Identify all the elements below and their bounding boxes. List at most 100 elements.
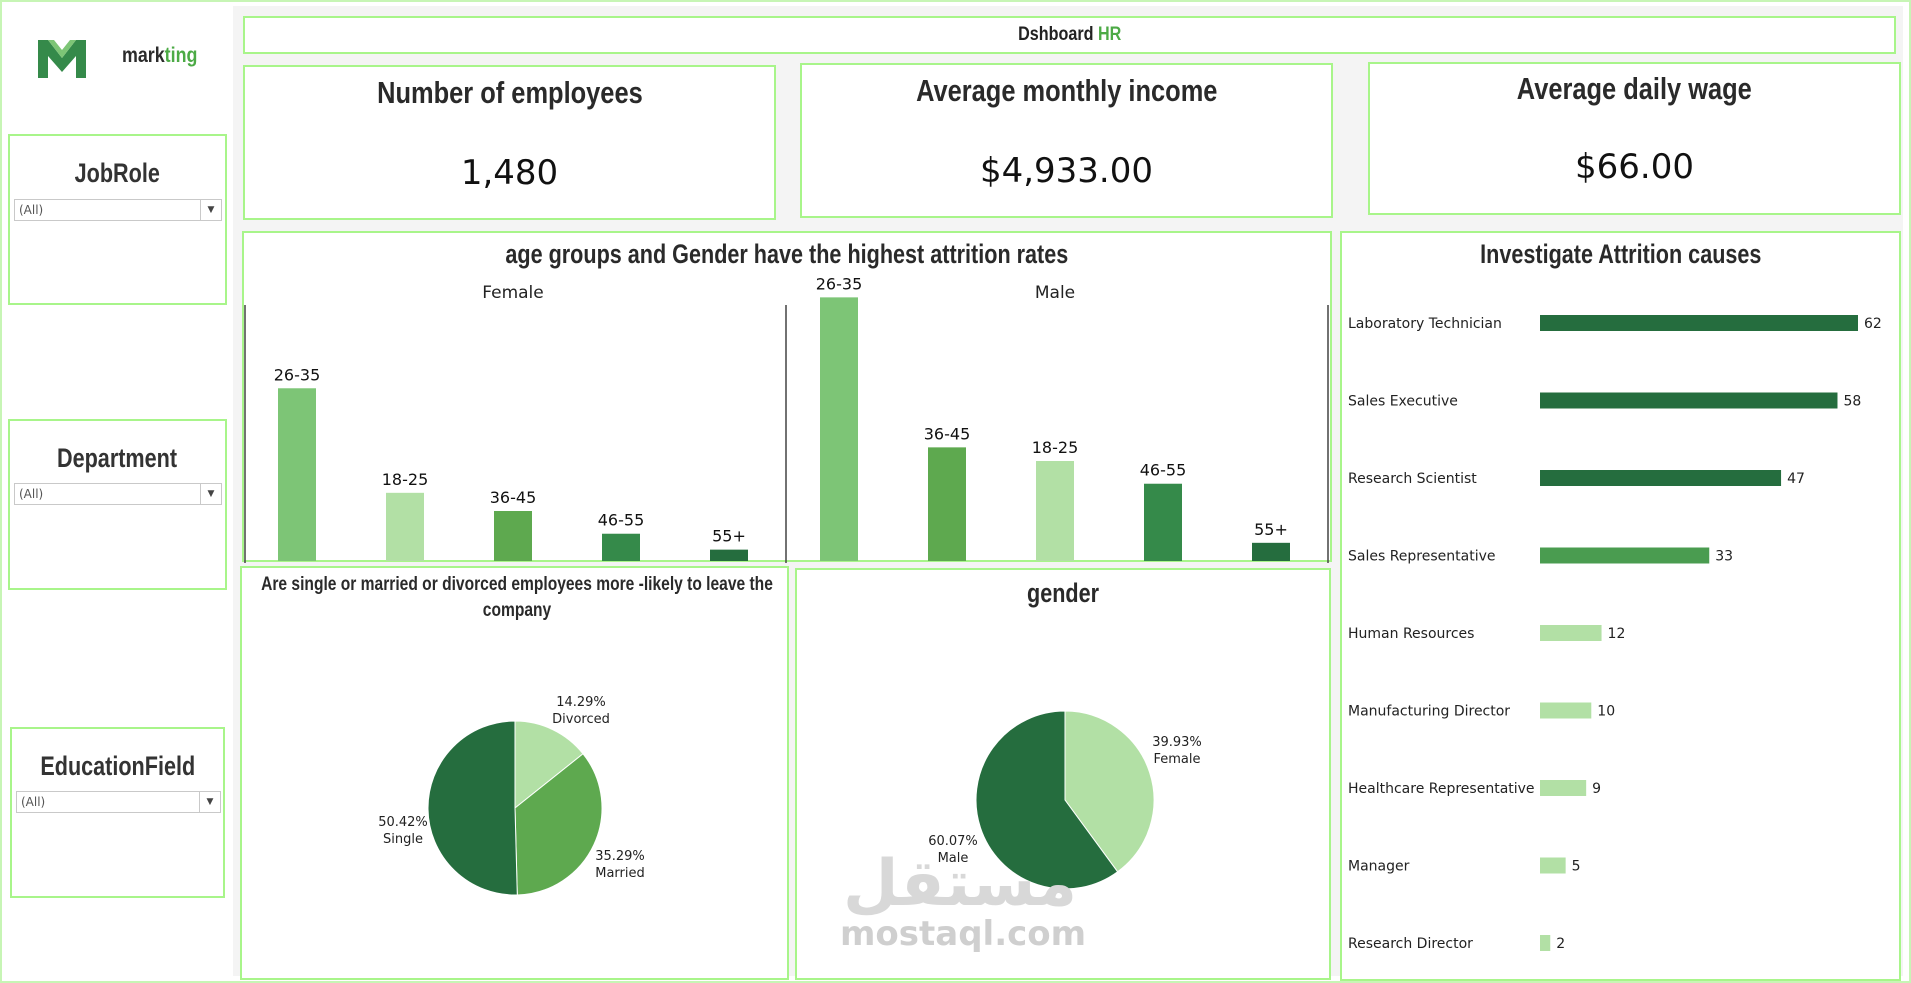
slice-label: Married xyxy=(595,866,645,881)
bar-label: 46-55 xyxy=(598,511,645,530)
category-label: Research Director xyxy=(1348,936,1473,952)
chevron-down-icon: ▼ xyxy=(199,792,220,812)
jobrole-dropdown[interactable]: (All) ▼ xyxy=(14,199,222,221)
age-gender-plot: Female 26-35 18-25 36-45 46-55 55+ Male 26-35 36… xyxy=(244,274,1329,563)
marital-pie: 14.29% Divorced 35.29% Married 50.42% Single xyxy=(378,695,645,896)
slice-label: Single xyxy=(383,832,423,847)
bar xyxy=(602,533,640,561)
chevron-down-icon: ▼ xyxy=(200,484,221,504)
value-label: 62 xyxy=(1864,316,1882,332)
pie-slice xyxy=(427,720,518,896)
chart-title: age groups and Gender have the highest a… xyxy=(505,239,1069,269)
bar-label: 36-45 xyxy=(924,424,971,443)
kpi-title: Number of employees xyxy=(376,75,643,110)
bar xyxy=(1144,483,1182,561)
educationfield-dropdown[interactable]: (All) ▼ xyxy=(16,791,221,813)
pie-slice xyxy=(1064,710,1155,873)
category-label: Healthcare Representative xyxy=(1348,781,1535,797)
brand-name: markting xyxy=(122,44,198,67)
panel-header: Female xyxy=(482,283,543,303)
filter-title: EducationField xyxy=(40,751,195,781)
category-label: Laboratory Technician xyxy=(1348,316,1502,332)
bar xyxy=(278,388,316,561)
filter-jobrole: JobRole (All) ▼ xyxy=(8,134,227,305)
bar xyxy=(1540,780,1587,796)
slice-percent: 50.42% xyxy=(378,815,428,830)
gender-pie: 39.93% Female 60.07% Male xyxy=(928,710,1202,890)
kpi-employees: Number of employees 1,480 xyxy=(243,65,776,220)
kpi-value: $4,933.00 xyxy=(979,151,1154,191)
category-label: Manufacturing Director xyxy=(1348,704,1510,720)
slice-label: Divorced xyxy=(552,712,610,727)
bar xyxy=(386,492,424,561)
value-label: 12 xyxy=(1608,626,1626,642)
chevron-down-icon: ▼ xyxy=(200,200,221,220)
bar-label: 55+ xyxy=(1254,520,1288,539)
pie-slice xyxy=(514,720,584,810)
pie-slice xyxy=(975,710,1119,890)
value-label: 47 xyxy=(1787,471,1805,487)
attrition-causes-plot: Laboratory Technician 62 Sales Executive 58… xyxy=(1348,315,1882,952)
attrition-causes-chart: Investigate Attrition causes Laboratory … xyxy=(1340,231,1901,981)
bar-label: 26-35 xyxy=(274,365,321,384)
category-label: Sales Representative xyxy=(1348,549,1496,565)
bar-label: 18-25 xyxy=(382,470,429,489)
bar xyxy=(928,447,966,561)
bar xyxy=(1540,702,1592,719)
watermark: مستقل mostaql.com xyxy=(840,847,1087,954)
value-label: 2 xyxy=(1556,936,1565,952)
bar xyxy=(1540,470,1782,486)
slice-percent: 35.29% xyxy=(595,849,645,864)
bar-label: 26-35 xyxy=(816,274,863,293)
slice-percent: 60.07% xyxy=(928,834,978,849)
department-dropdown[interactable]: (All) ▼ xyxy=(14,483,222,505)
bar xyxy=(1540,625,1602,641)
bar xyxy=(820,297,858,561)
gender-chart: gender 39.93% Female 60.07% Male xyxy=(795,568,1331,980)
kpi-daily-wage: Average daily wage $66.00 xyxy=(1368,62,1901,215)
value-label: 9 xyxy=(1592,781,1601,797)
filter-title: Department xyxy=(57,443,178,473)
category-label: Manager xyxy=(1348,859,1410,875)
category-label: Sales Executive xyxy=(1348,394,1458,410)
filter-educationfield: EducationField (All) ▼ xyxy=(10,727,225,898)
pie-slice xyxy=(514,753,603,896)
bar xyxy=(1252,542,1290,561)
value-label: 58 xyxy=(1843,394,1861,410)
slice-label: Female xyxy=(1153,752,1200,767)
brand-logo: markting xyxy=(14,18,224,98)
page-title: Dshboard HR xyxy=(243,16,1896,54)
m-logo-icon xyxy=(38,40,86,78)
bar xyxy=(494,511,532,561)
slice-label: Male xyxy=(938,851,969,866)
bar xyxy=(1540,547,1710,564)
kpi-value: 1,480 xyxy=(460,153,559,193)
chart-title: Investigate Attrition causes xyxy=(1479,239,1762,269)
category-label: Research Scientist xyxy=(1348,471,1477,487)
bar-label: 36-45 xyxy=(490,488,537,507)
value-label: 5 xyxy=(1572,859,1581,875)
chart-title: gender xyxy=(1026,578,1100,608)
bar-label: 55+ xyxy=(712,527,746,546)
bar xyxy=(1540,315,1858,331)
slice-percent: 14.29% xyxy=(556,695,606,710)
bar xyxy=(710,549,748,561)
marital-status-chart: Are single or married or divorced employ… xyxy=(240,566,789,980)
bar xyxy=(1540,392,1838,409)
chart-title: Are single or married or divorced employ… xyxy=(261,574,773,621)
filter-title: JobRole xyxy=(74,158,161,188)
kpi-monthly-income: Average monthly income $4,933.00 xyxy=(800,63,1333,218)
value-label: 33 xyxy=(1715,549,1733,565)
bar-label: 18-25 xyxy=(1032,438,1079,457)
value-label: 10 xyxy=(1597,704,1615,720)
panel-header: Male xyxy=(1035,283,1075,303)
slice-percent: 39.93% xyxy=(1152,735,1202,750)
bar xyxy=(1540,857,1566,874)
filter-department: Department (All) ▼ xyxy=(8,419,227,590)
bar-label: 46-55 xyxy=(1140,461,1187,480)
kpi-value: $66.00 xyxy=(1575,147,1694,187)
kpi-title: Average monthly income xyxy=(915,73,1218,108)
bar xyxy=(1540,935,1551,951)
bar xyxy=(1036,461,1074,561)
category-label: Human Resources xyxy=(1348,626,1474,642)
